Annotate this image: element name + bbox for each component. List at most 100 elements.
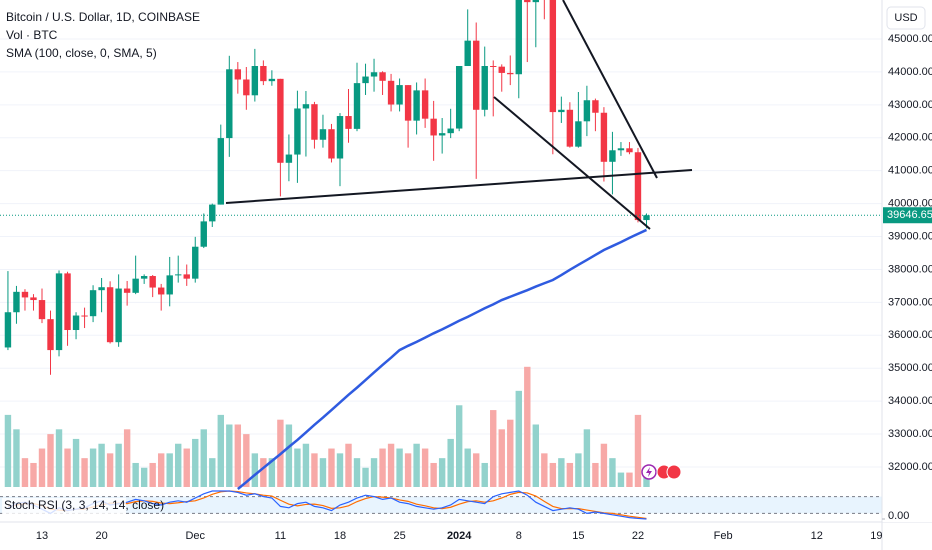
chart-title: Bitcoin / U.S. Dollar, 1D, COINBASE [6,10,200,24]
candle-body [396,85,403,105]
candle-body [81,315,88,317]
volume-bar [575,453,582,487]
candle-body [370,72,378,77]
candle-body [413,90,420,121]
volume-bar [157,453,165,487]
candle-body [243,79,250,96]
volume-bar [583,429,591,487]
volume-bar [149,462,156,487]
candle-body [600,112,608,162]
candle-body [132,278,139,293]
candle-body [277,78,284,163]
volume-bar [21,458,29,487]
volume-bar [294,448,301,487]
volume-bar [209,458,216,487]
volume-bar [226,424,233,487]
volume-bar [498,429,505,487]
candle-body [260,66,267,82]
legend-volume: Vol · BTC [6,28,58,42]
x-tick-label: 18 [334,530,346,542]
candle-body [328,129,335,159]
volume-bar [447,438,454,487]
candle-body [438,133,446,136]
candle-body [251,66,259,96]
candle-body [549,0,557,113]
volume-bar [55,429,63,487]
candle-body [30,297,37,301]
candle-body [421,90,429,119]
candle-body [387,80,395,105]
x-tick-label: 8 [516,530,522,542]
x-tick-label: 22 [632,530,644,542]
x-tick-label: 12 [811,530,823,542]
volume-bar [217,414,224,487]
volume-bar [328,448,335,487]
candle-body [455,66,463,129]
volume-bar [643,477,650,487]
candle-body [626,148,633,153]
volume-bar [379,448,386,487]
candle-body [294,108,301,155]
candle-body [4,312,12,348]
y-tick-label: 42000.00 [888,132,932,144]
volume-bar [123,429,131,487]
volume-bar [47,434,54,487]
volume-bar [192,438,199,487]
candle-body [47,319,54,351]
volume-bar [336,453,344,487]
volume-bar [183,448,190,487]
candle-body [379,72,386,81]
candle-body [157,287,165,295]
last-price-label: 39646.65 [887,209,932,221]
y-tick-label: 33000.00 [888,428,932,440]
volume-bar [481,462,488,487]
y-tick-label: 45000.00 [888,33,932,45]
volume-bar [98,443,105,487]
volume-bar [558,458,565,487]
candle-body [362,76,369,84]
x-tick-label: 15 [572,530,584,542]
candle-body [64,273,71,331]
trend-line [493,96,651,230]
volume-bar [626,472,633,487]
legend-background [2,498,126,514]
x-tick-label: 2024 [447,530,472,542]
price-pane [0,0,882,490]
candle-body [353,83,361,129]
volume-bar [566,462,574,487]
volume-bar [268,458,276,487]
candle-body [140,276,148,279]
candle-body [558,109,565,113]
currency-button[interactable] [886,6,926,30]
last-price-box [883,207,932,224]
volume-bar [175,443,182,487]
candle-body [345,116,352,129]
volume-bar [302,443,310,487]
y-tick-label: 43000.00 [888,99,932,111]
candle-body [592,100,599,113]
candle-body [72,315,80,331]
event-icon [666,464,682,480]
candle-body [285,154,293,163]
x-tick-label: 25 [393,530,405,542]
currency[interactable]: USD [894,12,917,24]
candle-body [481,66,488,110]
candle-body [319,129,327,140]
volume-bar [234,424,242,487]
volume-bar [311,453,318,487]
volume-bar [387,443,395,487]
candle-body [192,246,199,279]
event-icons [641,464,682,480]
x-tick-label: 19 [870,530,882,542]
y-tick-label: 36000.00 [888,329,932,341]
volume-bar [115,443,122,487]
sma-line [237,228,648,490]
volume-bar [140,467,148,487]
volume-bar [421,448,429,487]
candle-body [634,152,642,221]
candle-body [447,128,454,134]
candle-body [515,0,522,75]
candle-body [302,104,310,109]
